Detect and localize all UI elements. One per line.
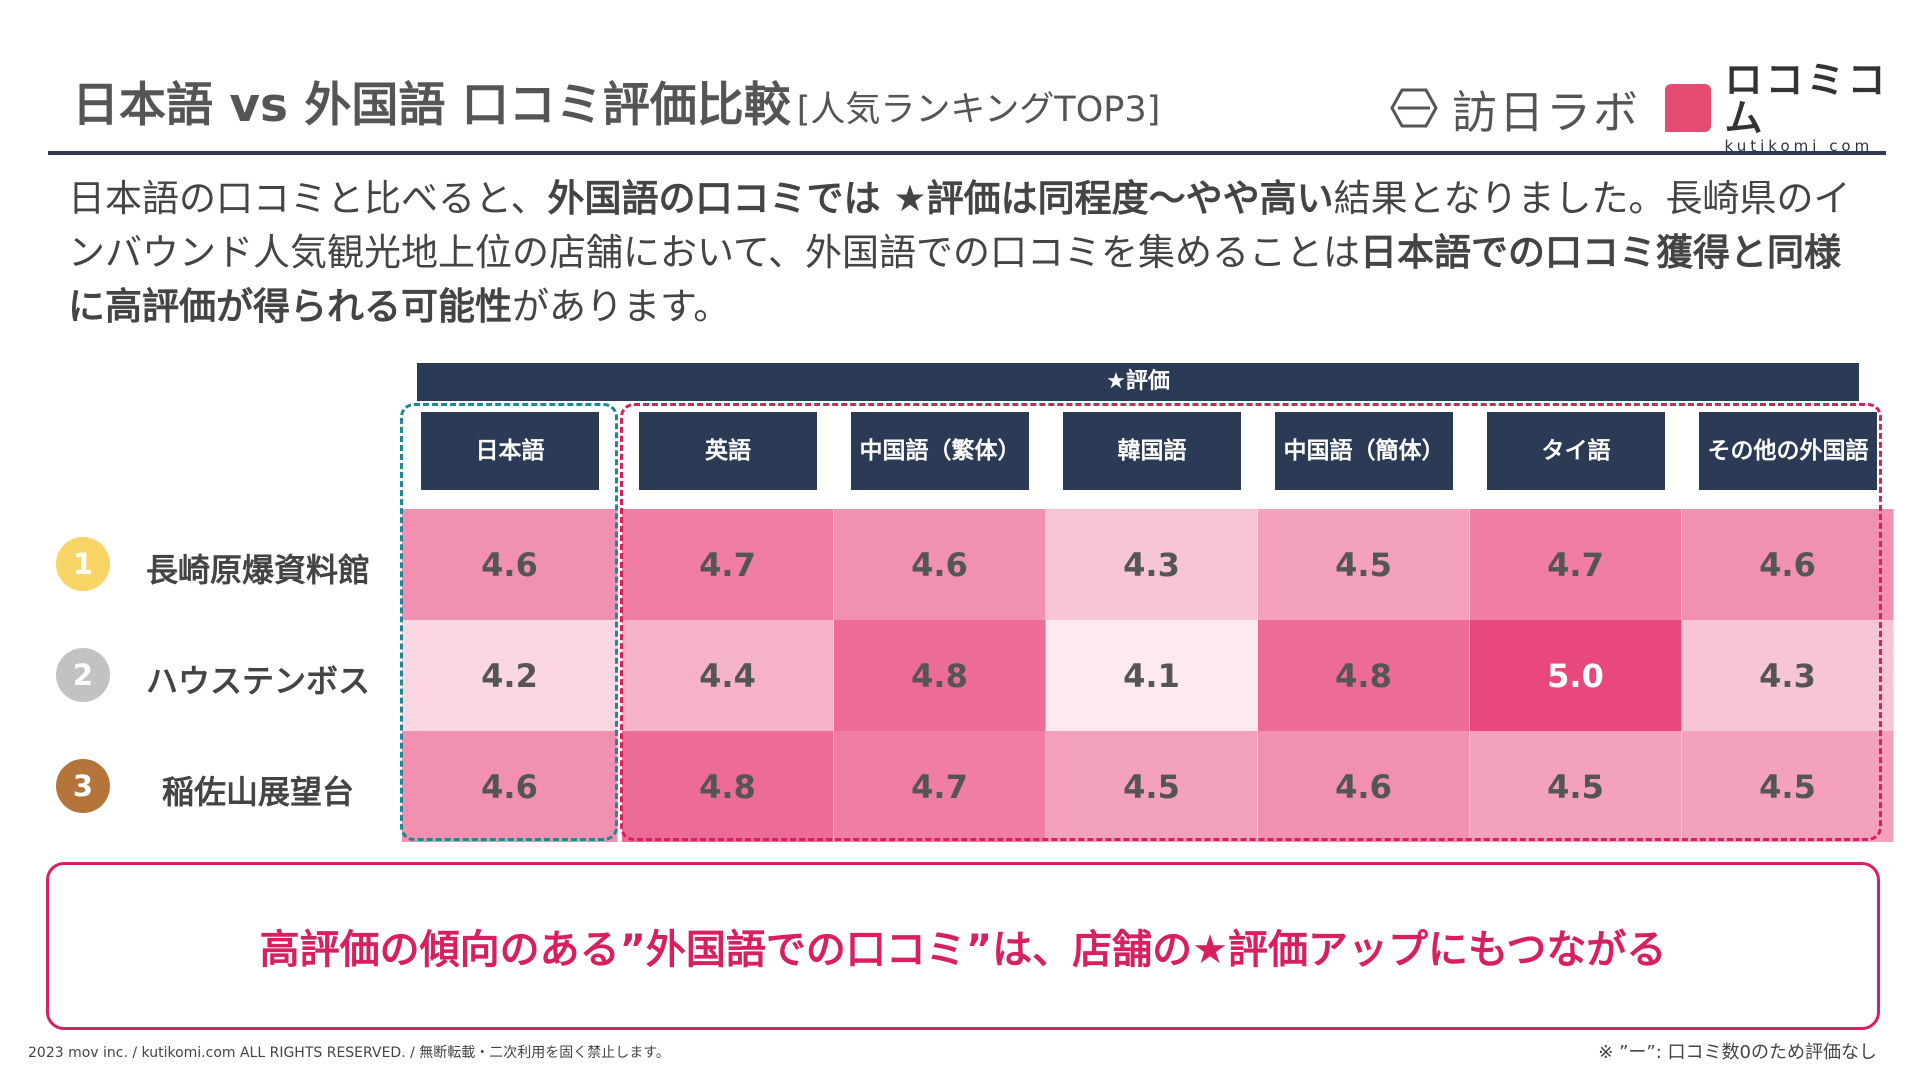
column-header-line1: 英語	[705, 437, 751, 464]
heatmap-cell: 4.6	[1258, 731, 1470, 842]
heatmap-cell: 4.8	[622, 731, 834, 842]
heatmap-cell: 4.5	[1682, 731, 1894, 842]
heatmap-cell: 4.8	[1258, 620, 1470, 731]
intro-bold-1: 外国語の口コミでは ★評価は同程度〜やや高い	[547, 177, 1334, 220]
logo2-subtext: kutikomi com	[1724, 137, 1874, 155]
column-header-line2: （繁体）	[928, 437, 1021, 464]
heatmap-cell: 4.7	[1470, 509, 1682, 620]
column-header: 韓国語	[1063, 412, 1241, 490]
houjin-lab-logo: 訪日ラボ	[1390, 80, 1640, 139]
column-header: その他の 外国語	[1699, 412, 1877, 490]
heatmap-cell: 4.6	[402, 731, 618, 842]
row-label: 長崎原爆資料館	[145, 551, 370, 589]
column-header: 英語	[639, 412, 817, 490]
intro-text-2: 結果となりました。長崎県のインバウンド人気観光地上位の店舗において、外国語での口…	[68, 177, 1851, 274]
logo2-text: ロコミコム	[1724, 58, 1889, 140]
title-subtitle: [人気ランキングTOP3]	[796, 90, 1161, 130]
intro-bold-2: 日本語での口コミ獲得と同様に高評価が得られる可能性	[68, 231, 1842, 328]
title-divider	[48, 151, 1886, 155]
footnote: ※ ”ー”: 口コミ数0のため評価なし	[1598, 1042, 1877, 1063]
hexagon-logo-icon	[1390, 88, 1438, 128]
rank-badge: 2	[56, 648, 110, 702]
column-header-line1: その他の	[1707, 437, 1800, 464]
title-main: 日本語 vs 外国語 口コミ評価比較	[72, 78, 791, 133]
heatmap-cell: 4.1	[1046, 620, 1258, 731]
conclusion-box: 高評価の傾向のある”外国語での口コミ”は、店舗の★評価アップにもつながる	[46, 862, 1880, 1030]
japanese-column-frame	[400, 403, 618, 841]
column-header-line2: （簡体）	[1352, 437, 1445, 464]
heatmap-cell: 4.3	[1682, 620, 1894, 731]
heatmap-cell: 4.8	[834, 620, 1046, 731]
column-header-line1: 中国語	[1283, 437, 1353, 464]
heatmap-cell: 4.7	[622, 509, 834, 620]
heatmap-cell: 4.5	[1258, 509, 1470, 620]
heatmap-cell: 4.6	[834, 509, 1046, 620]
column-header-line1: 韓国語	[1117, 437, 1187, 464]
heatmap-cell: 4.6	[1682, 509, 1894, 620]
intro-text-3: があります。	[512, 285, 731, 328]
heatmap-cell: 4.3	[1046, 509, 1258, 620]
rank-badge: 3	[56, 759, 110, 813]
column-header: 中国語 （簡体）	[1275, 412, 1453, 490]
heatmap-cell: 5.0	[1470, 620, 1682, 731]
column-header: タイ語	[1487, 412, 1665, 490]
column-header: 中国語 （繁体）	[851, 412, 1029, 490]
rating-group-header: ★評価	[417, 363, 1859, 401]
heatmap-cell: 4.4	[622, 620, 834, 731]
heatmap-cell: 4.5	[1046, 731, 1258, 842]
heatmap-cell: 4.2	[402, 620, 618, 731]
column-header: 日本語	[421, 412, 599, 490]
kutikomi-logo: ロコミコム kutikomi com	[1665, 61, 1919, 155]
column-header-line1: タイ語	[1541, 437, 1611, 464]
page-title: 日本語 vs 外国語 口コミ評価比較 [人気ランキングTOP3]	[72, 66, 1160, 135]
logo1-text: 訪日ラボ	[1452, 85, 1641, 139]
column-header-line1: 日本語	[475, 437, 545, 464]
row-label: 稲佐山展望台	[161, 773, 354, 811]
intro-text-1: 日本語の口コミと比べると、	[68, 177, 548, 220]
column-header-line1: 中国語	[859, 437, 929, 464]
copyright-footer: 2023 mov inc. / kutikomi.com ALL RIGHTS …	[28, 1045, 670, 1061]
heatmap-cell: 4.7	[834, 731, 1046, 842]
row-label: ハウステンボス	[145, 662, 370, 700]
intro-paragraph: 日本語の口コミと比べると、外国語の口コミでは ★評価は同程度〜やや高い結果となり…	[68, 172, 1858, 334]
heatmap-cell: 4.6	[402, 509, 618, 620]
column-header-line2: 外国語	[1799, 437, 1869, 464]
foreign-columns-frame	[620, 403, 1882, 841]
rank-badge: 1	[56, 537, 110, 591]
heatmap-cell: 4.5	[1470, 731, 1682, 842]
speech-bubble-logo-icon	[1665, 84, 1711, 132]
